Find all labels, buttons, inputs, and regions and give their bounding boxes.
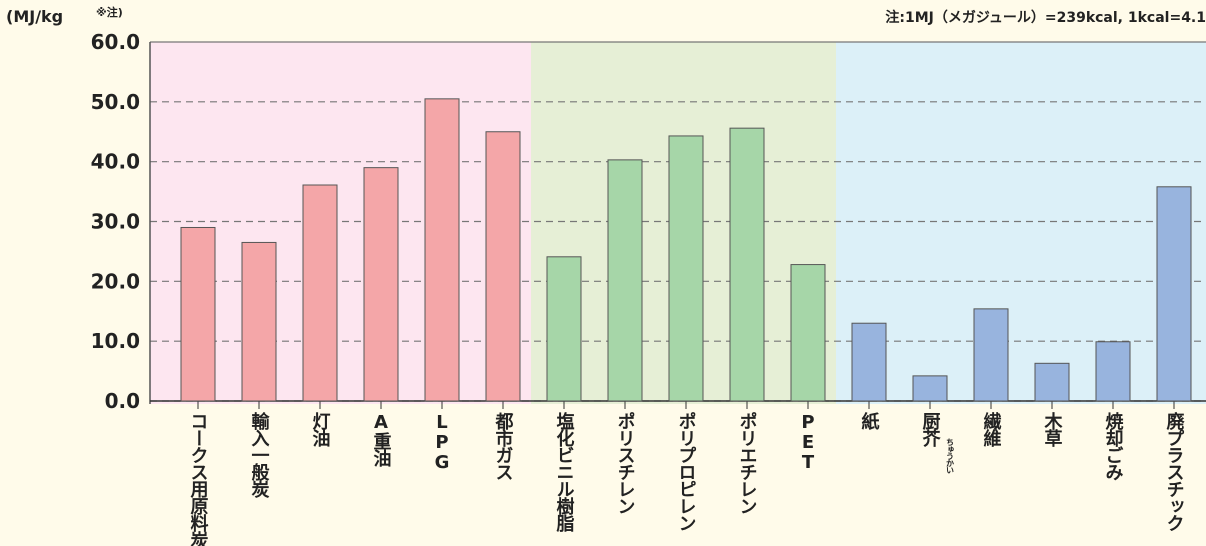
bar	[485, 131, 521, 402]
y-tick-label: 40.0	[91, 150, 140, 174]
x-tick-label: PET	[798, 412, 819, 472]
bar	[1156, 186, 1192, 402]
x-tick-label: ポリエチレン	[737, 411, 758, 514]
bar	[241, 241, 277, 402]
bar	[790, 264, 826, 402]
y-tick-label: 50.0	[91, 90, 140, 114]
bar	[912, 375, 948, 402]
group-background	[897, 42, 958, 404]
x-tick-label: 都市ガス	[493, 412, 515, 481]
bar	[546, 256, 582, 402]
group-background	[1019, 42, 1080, 404]
bar	[1034, 362, 1070, 402]
bar	[363, 167, 399, 402]
bar	[668, 135, 704, 402]
x-tick-label: 塩化ビニル樹脂	[554, 411, 575, 533]
x-tick-label: 焼却ごみ	[1103, 411, 1124, 481]
note: 注:1MJ（メガジュール）=239kcal, 1kcal=4.1	[885, 9, 1206, 26]
bar	[607, 159, 643, 402]
x-tick-label: 輸入一般炭	[249, 411, 270, 499]
y-tick-label: 0.0	[105, 389, 140, 413]
x-tick-label: 灯油	[310, 412, 331, 447]
x-tick-label: 廃プラスチック	[1164, 411, 1185, 532]
x-tick-label: 繊維	[981, 411, 1002, 448]
bar	[851, 322, 887, 402]
x-tick-label: LPG	[432, 412, 453, 472]
bar	[973, 308, 1009, 402]
y-axis-label-note: ※注)	[96, 5, 123, 19]
y-tick-label: 20.0	[91, 269, 140, 293]
annotation: ちゅうかい	[946, 438, 955, 474]
y-axis-label: (MJ/kg	[6, 7, 63, 26]
x-tick-label: A重油	[371, 412, 392, 467]
x-tick-label: ポリプロピレン	[676, 411, 697, 531]
y-tick-label: 10.0	[91, 329, 140, 353]
bar	[1095, 341, 1131, 402]
bar	[302, 184, 338, 402]
y-tick-label: 30.0	[91, 210, 140, 234]
x-tick-label: ポリスチレン	[615, 411, 636, 514]
x-tick-label: 木草	[1042, 411, 1064, 447]
y-tick-label: 60.0	[91, 30, 140, 54]
bar	[424, 98, 460, 402]
bar	[180, 226, 216, 402]
bar	[729, 127, 765, 402]
x-tick-label: 厨芥	[920, 412, 941, 448]
x-tick-label: 紙	[859, 411, 880, 431]
x-tick-label: コークス用原料炭	[188, 412, 209, 546]
